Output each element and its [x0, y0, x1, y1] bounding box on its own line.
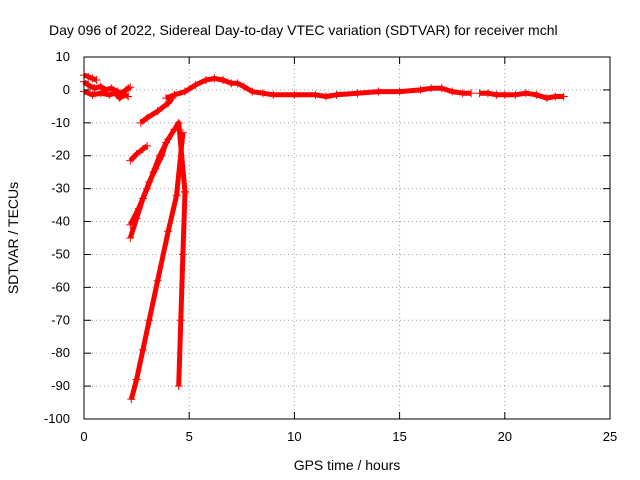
data-point: [290, 91, 298, 99]
series-line: [131, 133, 183, 400]
sdtvar-chart: Day 096 of 2022, Sidereal Day-to-day VTE…: [0, 0, 640, 480]
x-tick-label: 0: [80, 429, 87, 444]
y-tick-label: -10: [51, 115, 70, 130]
y-tick-label: -100: [44, 411, 70, 426]
series-arc-d: [126, 142, 151, 165]
series-main-3: [476, 89, 568, 102]
series-line: [141, 98, 173, 123]
x-axis-label: GPS time / hours: [294, 457, 401, 473]
y-tick-label: -50: [51, 246, 70, 261]
data-point: [501, 91, 509, 99]
data-point: [179, 250, 187, 258]
series-arc-e: [175, 188, 189, 390]
y-tick-label: -60: [51, 279, 70, 294]
grid-lines: [84, 57, 610, 419]
data-point: [560, 92, 568, 100]
y-tick-label: -40: [51, 214, 70, 229]
x-tick-label: 10: [287, 429, 301, 444]
axis-ticks: 10 0 -10 -20 -30 -40 -50 -60 -70 -80 -90 -100 0 5 10 15…: [44, 49, 617, 444]
chart-title: Day 096 of 2022, Sidereal Day-to-day VTE…: [49, 22, 558, 38]
plot-frame: [84, 57, 610, 419]
y-axis-label: SDTVAR / TECUs: [5, 182, 21, 294]
y-tick-label: 0: [63, 82, 70, 97]
data-point: [375, 88, 383, 96]
y-tick-label: -90: [51, 378, 70, 393]
y-tick-label: -80: [51, 345, 70, 360]
data-point: [175, 382, 183, 390]
series-line: [84, 75, 97, 80]
y-tick-label: 10: [56, 49, 70, 64]
y-tick-label: -20: [51, 148, 70, 163]
x-tick-label: 15: [392, 429, 406, 444]
data-point: [177, 316, 185, 324]
y-tick-label: -70: [51, 312, 70, 327]
series-line: [84, 82, 130, 94]
y-tick-label: -30: [51, 181, 70, 196]
series-line: [130, 146, 147, 161]
data-point: [396, 88, 404, 96]
x-tick-label: 5: [186, 429, 193, 444]
x-tick-label: 20: [498, 429, 512, 444]
series-main-2: [162, 74, 475, 102]
series-line: [480, 93, 564, 98]
data-point: [181, 188, 189, 196]
data-series: [80, 71, 568, 403]
x-tick-label: 25: [603, 429, 617, 444]
series-line: [179, 192, 185, 386]
